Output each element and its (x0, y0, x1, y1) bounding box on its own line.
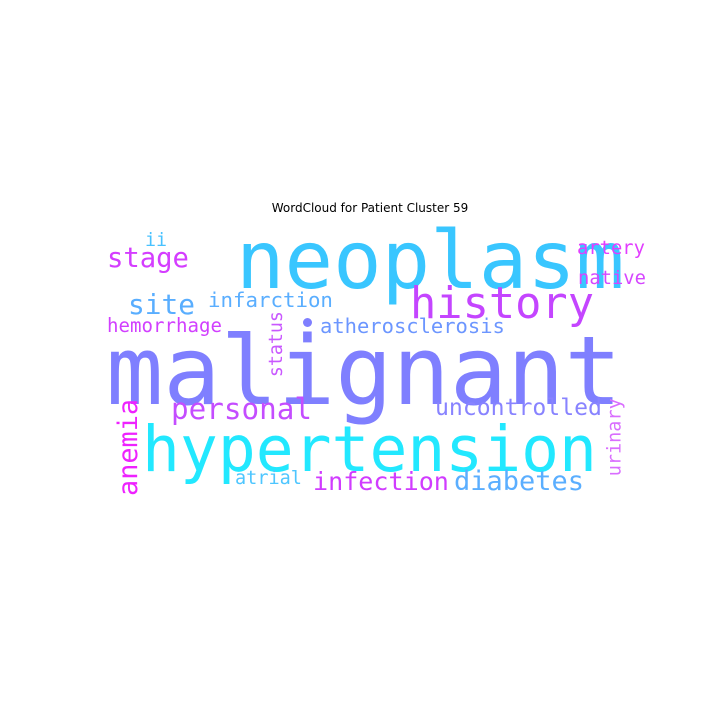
word-native: native (578, 267, 646, 289)
chart-title: WordCloud for Patient Cluster 59 (271, 201, 469, 215)
word-hemorrhage: hemorrhage (107, 313, 222, 337)
word-malignant: malignant (106, 317, 622, 427)
word-stage: stage (107, 243, 189, 274)
word-ii: ii (145, 230, 167, 251)
word-history: history (410, 278, 594, 329)
word-urinary: urinary (604, 397, 626, 476)
word-personal: personal (171, 391, 312, 426)
word-neoplasm: neoplasm (236, 213, 625, 308)
word-anemia: anemia (112, 398, 144, 496)
word-infarction: infarction (208, 287, 333, 312)
word-diabetes: diabetes (454, 465, 584, 497)
word-site: site (128, 288, 195, 321)
word-infection: infection (313, 467, 449, 496)
word-uncontrolled: uncontrolled (435, 394, 602, 421)
word-hypertension: hypertension (142, 413, 597, 486)
word-cloud: malignant neoplasm hypertension history … (90, 213, 650, 501)
word-atrial: atrial (235, 467, 302, 489)
dot-mark (303, 318, 312, 327)
word-artery: artery (577, 237, 645, 259)
word-atherosclerosis: atherosclerosis (320, 314, 505, 338)
word-status: status (265, 311, 287, 378)
